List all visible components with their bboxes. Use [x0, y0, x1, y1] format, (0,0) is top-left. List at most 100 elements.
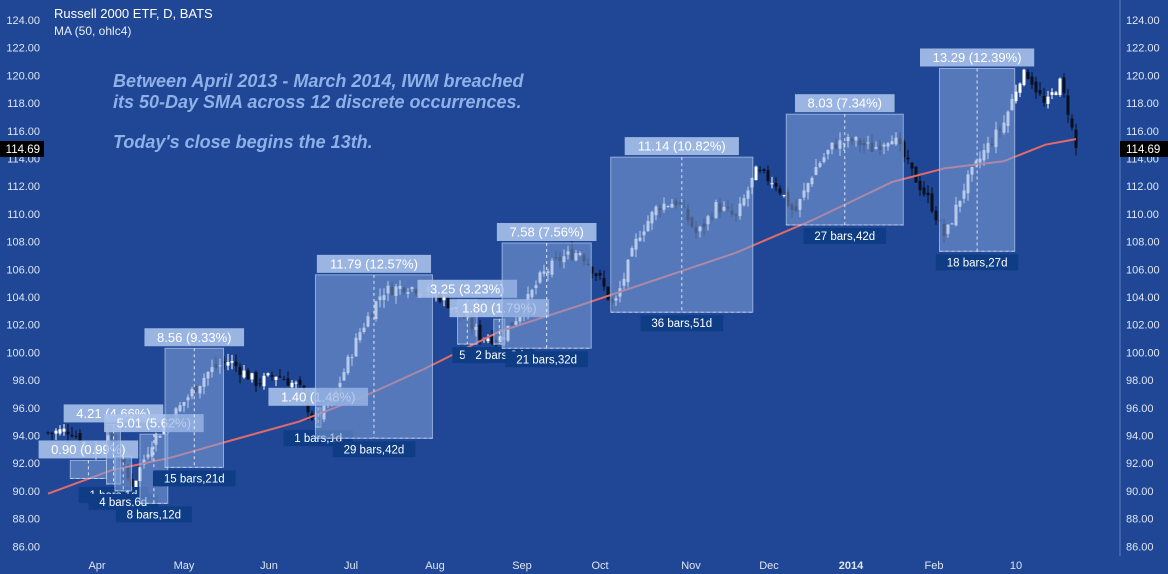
x-tick-label: Dec: [759, 560, 779, 572]
y-tick-label-right: 110.00: [1126, 209, 1159, 221]
candle-body: [602, 278, 606, 287]
candle-body: [294, 382, 298, 384]
candle-body: [606, 286, 610, 300]
y-tick-label-left: 90.00: [12, 486, 40, 498]
y-tick-label-left: 102.00: [6, 320, 40, 332]
y-tick-label-left: 94.00: [12, 431, 40, 443]
measure-label-bg: [144, 328, 245, 347]
measure-box: [114, 455, 133, 492]
annotation-line-1: Between April 2013 - March 2014, IWM bre…: [113, 71, 524, 91]
measure-change-label: 3.25 (3.23%): [430, 281, 504, 296]
measurement-11[interactable]: 11.14 (10.82%) 36 bars,51d: [610, 137, 754, 332]
measurement-5[interactable]: 8.56 (9.33%) 15 bars,21d: [144, 328, 245, 487]
y-tick-label-left: 98.00: [12, 375, 40, 387]
x-tick-label: Sep: [512, 560, 532, 572]
candle-body: [1014, 91, 1018, 102]
x-tick-label: Aug: [425, 560, 445, 572]
y-tick-label-right: 124.00: [1126, 15, 1160, 27]
candle-body: [1018, 83, 1022, 93]
candle-body: [910, 162, 914, 169]
last-price-label-left: 114.69: [6, 144, 40, 156]
candle-body: [46, 432, 50, 434]
candle-body: [262, 375, 266, 387]
measurement-12[interactable]: 8.03 (7.34%) 27 bars,42d: [785, 94, 904, 244]
y-tick-label-left: 88.00: [12, 514, 40, 526]
y-tick-label-right: 106.00: [1126, 264, 1160, 276]
measurement-7[interactable]: 11.79 (12.57%) 29 bars,42d: [314, 254, 433, 458]
measurement-13[interactable]: 13.29 (12.39%) 18 bars,27d: [920, 48, 1035, 271]
measure-change-label: 8.03 (7.34%): [808, 96, 882, 111]
candle-body: [238, 367, 242, 375]
y-tick-label-left: 106.00: [6, 264, 40, 276]
x-tick-label: Apr: [88, 560, 105, 572]
candle-body: [286, 378, 290, 386]
candle-body: [902, 141, 906, 158]
measure-bars-bg: [332, 441, 416, 458]
candle-body: [1038, 90, 1042, 95]
y-tick-label-right: 102.00: [1126, 320, 1160, 332]
measure-bars-bg: [505, 351, 588, 368]
measure-label-bg: [624, 137, 739, 156]
measure-bars-bg: [640, 315, 724, 332]
measurement-10[interactable]: 7.58 (7.56%) 21 bars,32d: [496, 222, 597, 368]
measure-bars-bg: [935, 254, 1019, 271]
x-axis: Apr May Jun Jul Aug Sep Oct Nov Dec 2014 Feb 10: [88, 560, 1022, 572]
candle-body: [242, 370, 246, 378]
annotation-line-2: its 50-Day SMA across 12 discrete occurr…: [113, 92, 522, 112]
y-tick-label-right: 92.00: [1126, 458, 1154, 470]
candle-body: [1026, 71, 1030, 79]
x-tick-label: Nov: [681, 560, 701, 572]
y-tick-label-right: 118.00: [1126, 98, 1159, 110]
candle-body: [270, 374, 274, 377]
y-tick-label-right: 112.00: [1126, 181, 1159, 193]
measure-change-label: 7.58 (7.56%): [509, 224, 583, 239]
measure-bars-bg: [152, 470, 236, 487]
candle-body: [1058, 78, 1062, 96]
measure-bars-label: 4 bars,6d: [99, 497, 147, 509]
candle-body: [274, 376, 278, 380]
candle-body: [598, 272, 602, 276]
measure-box: [314, 274, 433, 439]
y-tick-label-right: 90.00: [1126, 486, 1154, 498]
measure-box: [139, 433, 169, 504]
y-tick-label-left: 86.00: [12, 541, 40, 553]
candle-body: [930, 193, 934, 212]
candle-body: [78, 432, 82, 444]
candle-body: [230, 361, 234, 363]
measure-change-label: 11.14 (10.82%): [638, 139, 726, 154]
measure-bars-label: 15 bars,21d: [164, 473, 225, 485]
candle-body: [446, 296, 450, 309]
candle-body: [1054, 92, 1058, 95]
indicator-label[interactable]: MA (50, ohlc4): [54, 24, 132, 38]
y-tick-label-left: 116.00: [7, 126, 40, 138]
chart-title: Russell 2000 ETF, D, BATS: [54, 6, 213, 21]
measure-bars-label: 8 bars,12d: [127, 509, 181, 521]
candle-body: [54, 430, 58, 434]
measure-bars-label: 36 bars,51d: [651, 318, 712, 330]
candle-body: [50, 432, 54, 434]
x-tick-label: May: [174, 560, 195, 572]
candle-body: [754, 166, 758, 181]
measure-change-label: 13.29 (12.39%): [933, 50, 1022, 65]
measure-label-bg: [496, 222, 597, 241]
measure-bars-label: 27 bars,42d: [814, 231, 875, 243]
x-tick-label: Jul: [344, 560, 358, 572]
candle-body: [134, 480, 138, 488]
measure-bars-label: 21 bars,32d: [516, 354, 577, 366]
candle-body: [490, 335, 494, 344]
candle-body: [278, 376, 282, 378]
candle-body: [758, 169, 762, 171]
candle-body: [770, 183, 774, 185]
candle-body: [1070, 118, 1074, 128]
candle-body: [234, 361, 238, 367]
candle-body: [926, 192, 930, 196]
candle-body: [266, 373, 270, 376]
candle-body: [1066, 95, 1070, 115]
candle-body: [298, 379, 302, 386]
candle-body: [442, 296, 446, 301]
measure-change-label: 8.56 (9.33%): [157, 330, 231, 345]
candle-body: [778, 188, 782, 194]
measure-box: [501, 242, 592, 349]
